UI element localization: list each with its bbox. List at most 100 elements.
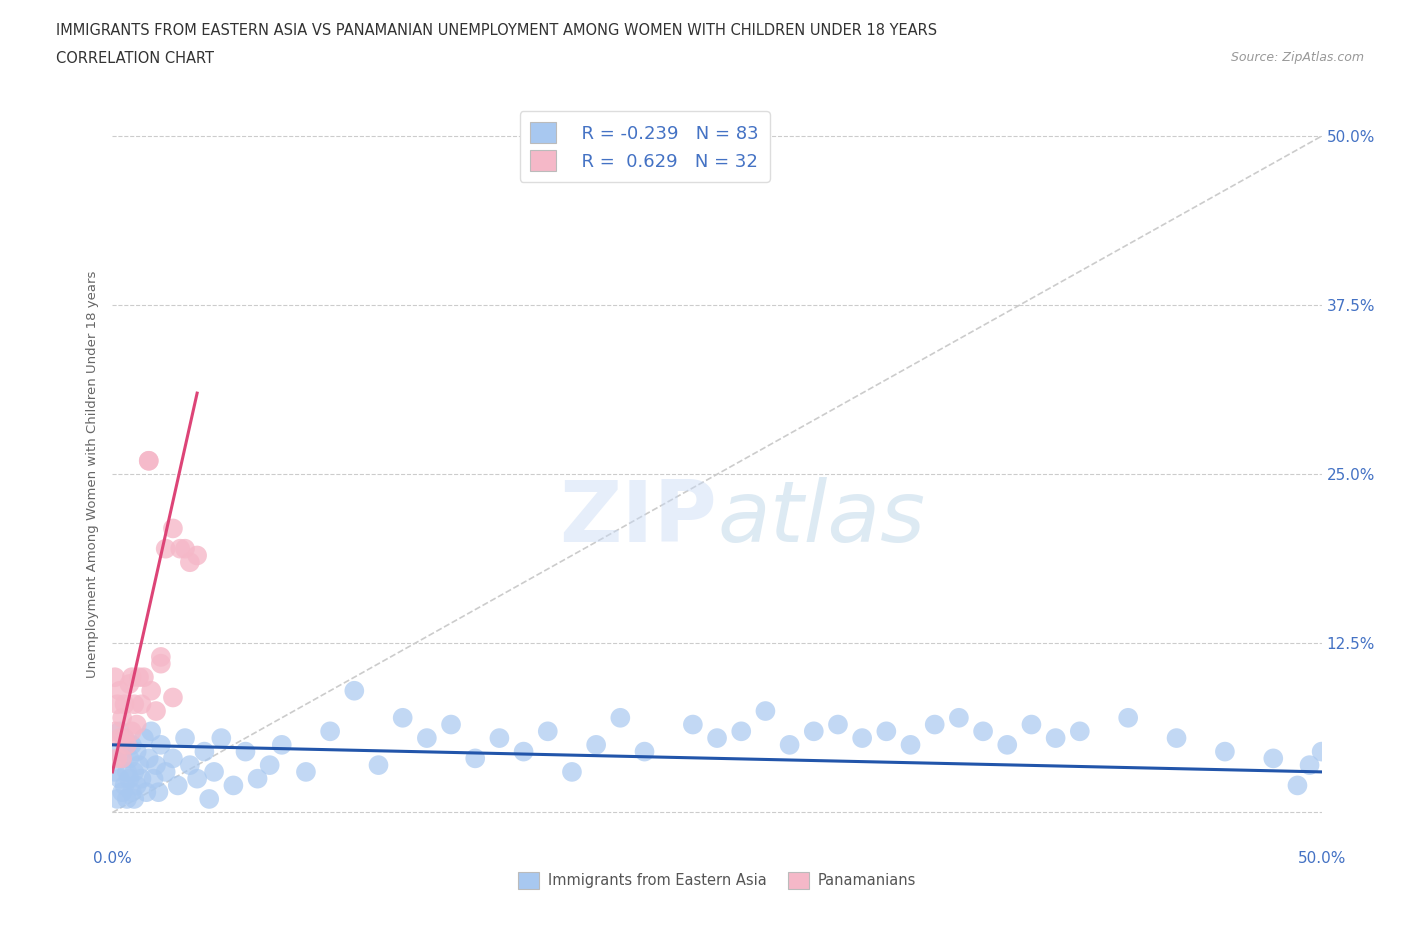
Point xyxy=(111,751,134,765)
Point xyxy=(1069,724,1091,738)
Point xyxy=(851,731,873,746)
Point xyxy=(108,724,131,738)
Point xyxy=(114,778,136,793)
Point xyxy=(972,724,994,738)
Point xyxy=(104,764,127,779)
Point xyxy=(132,670,155,684)
Point xyxy=(121,670,143,684)
Point xyxy=(115,737,138,752)
Point xyxy=(1116,711,1139,725)
Point xyxy=(488,731,510,746)
Point xyxy=(803,724,825,738)
Point xyxy=(162,690,184,705)
Point xyxy=(155,764,177,779)
Point xyxy=(169,541,191,556)
Point xyxy=(295,764,318,779)
Point xyxy=(138,453,160,468)
Point xyxy=(111,785,134,800)
Point xyxy=(111,751,134,765)
Point xyxy=(104,724,127,738)
Point xyxy=(162,521,184,536)
Point xyxy=(105,751,128,765)
Point xyxy=(259,758,281,773)
Point xyxy=(1310,744,1333,759)
Point xyxy=(145,704,167,719)
Point xyxy=(948,711,970,725)
Point xyxy=(416,731,439,746)
Point xyxy=(246,771,269,786)
Point xyxy=(149,649,172,664)
Point xyxy=(115,791,138,806)
Point xyxy=(1213,744,1236,759)
Point xyxy=(118,751,141,765)
Text: ZIP: ZIP xyxy=(560,477,717,561)
Text: atlas: atlas xyxy=(717,477,925,561)
Point xyxy=(108,731,131,746)
Point xyxy=(1166,731,1188,746)
Point xyxy=(145,758,167,773)
Point xyxy=(995,737,1018,752)
Point xyxy=(561,764,583,779)
Point xyxy=(222,778,245,793)
Point xyxy=(1021,717,1043,732)
Point xyxy=(108,684,131,698)
Point xyxy=(162,751,184,765)
Point xyxy=(682,717,704,732)
Point xyxy=(122,697,145,711)
Point xyxy=(209,731,232,746)
Point xyxy=(367,758,389,773)
Point xyxy=(166,778,188,793)
Text: CORRELATION CHART: CORRELATION CHART xyxy=(56,51,214,66)
Point xyxy=(585,737,607,752)
Text: Source: ZipAtlas.com: Source: ZipAtlas.com xyxy=(1230,51,1364,64)
Point xyxy=(131,697,153,711)
Point xyxy=(128,670,150,684)
Point xyxy=(118,676,141,691)
Point xyxy=(512,744,534,759)
Point xyxy=(122,764,145,779)
Point xyxy=(1286,778,1309,793)
Point xyxy=(149,737,172,752)
Point xyxy=(111,711,134,725)
Point xyxy=(179,555,201,570)
Point xyxy=(121,724,143,738)
Point xyxy=(105,744,128,759)
Legend: Immigrants from Eastern Asia, Panamanians: Immigrants from Eastern Asia, Panamanian… xyxy=(513,867,921,895)
Point xyxy=(114,697,136,711)
Point xyxy=(875,724,897,738)
Point xyxy=(132,731,155,746)
Point xyxy=(149,657,172,671)
Point xyxy=(138,751,160,765)
Point xyxy=(115,764,138,779)
Point xyxy=(319,724,342,738)
Point xyxy=(121,737,143,752)
Point xyxy=(343,684,366,698)
Point xyxy=(1298,758,1320,773)
Point xyxy=(198,791,221,806)
Point xyxy=(464,751,486,765)
Point xyxy=(1263,751,1285,765)
Point xyxy=(186,771,208,786)
Point xyxy=(141,724,163,738)
Point xyxy=(900,737,922,752)
Point xyxy=(121,785,143,800)
Point xyxy=(779,737,801,752)
Text: IMMIGRANTS FROM EASTERN ASIA VS PANAMANIAN UNEMPLOYMENT AMONG WOMEN WITH CHILDRE: IMMIGRANTS FROM EASTERN ASIA VS PANAMANI… xyxy=(56,23,938,38)
Point xyxy=(125,717,148,732)
Point xyxy=(633,744,655,759)
Point xyxy=(114,731,136,746)
Point xyxy=(105,791,128,806)
Point xyxy=(174,731,197,746)
Point xyxy=(1045,731,1067,746)
Point xyxy=(104,670,127,684)
Point xyxy=(142,771,165,786)
Point xyxy=(114,731,136,746)
Point xyxy=(537,724,560,738)
Point xyxy=(730,724,752,738)
Point xyxy=(391,711,413,725)
Point xyxy=(125,744,148,759)
Point xyxy=(108,771,131,786)
Point xyxy=(202,764,225,779)
Point xyxy=(193,744,215,759)
Point xyxy=(924,717,946,732)
